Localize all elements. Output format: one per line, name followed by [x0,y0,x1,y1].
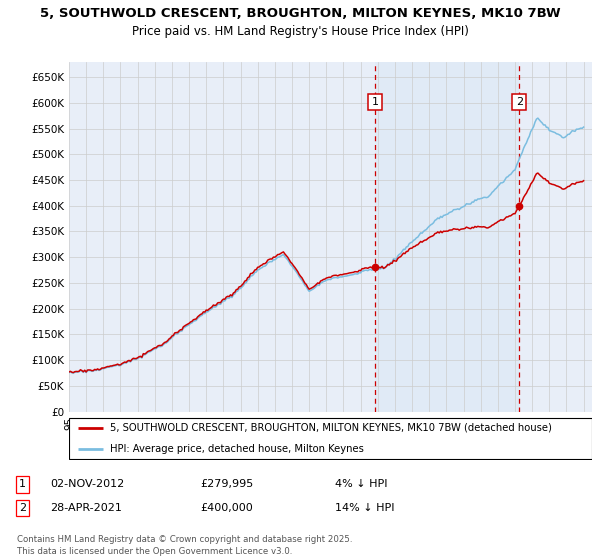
Text: Contains HM Land Registry data © Crown copyright and database right 2025.: Contains HM Land Registry data © Crown c… [17,535,352,544]
Text: 02-NOV-2012: 02-NOV-2012 [50,479,124,489]
Text: 1: 1 [371,97,379,107]
Text: 2: 2 [516,97,523,107]
Text: HPI: Average price, detached house, Milton Keynes: HPI: Average price, detached house, Milt… [110,444,364,454]
Text: 14% ↓ HPI: 14% ↓ HPI [335,503,395,513]
Text: £400,000: £400,000 [200,503,253,513]
Text: 1: 1 [19,479,26,489]
Text: 4% ↓ HPI: 4% ↓ HPI [335,479,388,489]
Text: 5, SOUTHWOLD CRESCENT, BROUGHTON, MILTON KEYNES, MK10 7BW (detached house): 5, SOUTHWOLD CRESCENT, BROUGHTON, MILTON… [110,423,551,433]
FancyBboxPatch shape [69,418,592,459]
Text: Price paid vs. HM Land Registry's House Price Index (HPI): Price paid vs. HM Land Registry's House … [131,25,469,38]
Text: 28-APR-2021: 28-APR-2021 [50,503,122,513]
Text: This data is licensed under the Open Government Licence v3.0.: This data is licensed under the Open Gov… [17,547,292,556]
Text: £279,995: £279,995 [200,479,253,489]
Text: 5, SOUTHWOLD CRESCENT, BROUGHTON, MILTON KEYNES, MK10 7BW: 5, SOUTHWOLD CRESCENT, BROUGHTON, MILTON… [40,7,560,20]
Text: 2: 2 [19,503,26,513]
Bar [375,62,519,412]
